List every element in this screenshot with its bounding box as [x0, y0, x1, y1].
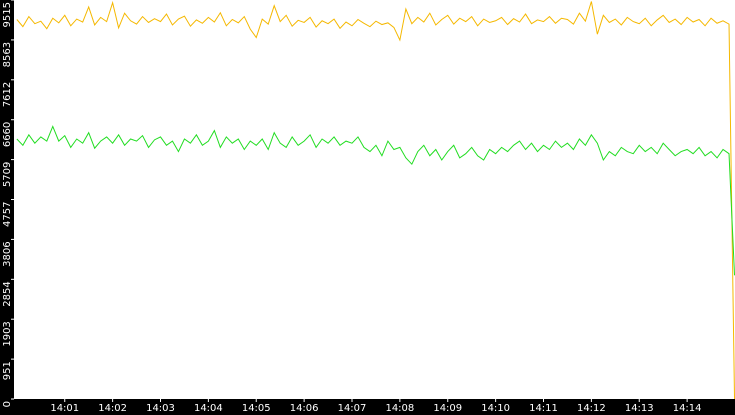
y-tick-label: 951 — [2, 361, 13, 380]
series-line — [16, 0, 735, 400]
x-tick-label: 14:11 — [529, 403, 558, 414]
x-tick-label: 14:13 — [625, 403, 654, 414]
y-tick-label: 4757 — [2, 202, 13, 227]
y-tick-label: 8563 — [2, 42, 13, 67]
x-tick-label: 14:10 — [481, 403, 510, 414]
y-tick-label: 6660 — [2, 122, 13, 147]
x-tick-label: 14:07 — [338, 403, 367, 414]
y-tick-label: 3806 — [2, 241, 13, 266]
y-tick-label: 9515 — [2, 2, 13, 27]
x-axis-strip — [0, 399, 735, 415]
x-tick-label: 14:09 — [433, 403, 462, 414]
x-tick-label: 14:03 — [146, 403, 175, 414]
y-tick-label: 2854 — [2, 281, 13, 306]
x-tick-label: 14:14 — [673, 403, 702, 414]
y-tick-label: 1903 — [2, 321, 13, 346]
x-tick-label: 14:04 — [194, 403, 223, 414]
x-tick-label: 14:05 — [242, 403, 271, 414]
y-tick-label: 0 — [2, 401, 13, 407]
y-tick-label: 7612 — [2, 82, 13, 107]
x-tick-label: 14:06 — [290, 403, 319, 414]
x-tick-label: 14:08 — [385, 403, 414, 414]
series-line — [16, 125, 735, 276]
y-tick-label: 5709 — [2, 162, 13, 187]
x-tick-label: 14:01 — [50, 403, 79, 414]
x-tick-label: 14:02 — [98, 403, 127, 414]
y-axis-strip — [0, 0, 14, 415]
x-tick-label: 14:12 — [577, 403, 606, 414]
